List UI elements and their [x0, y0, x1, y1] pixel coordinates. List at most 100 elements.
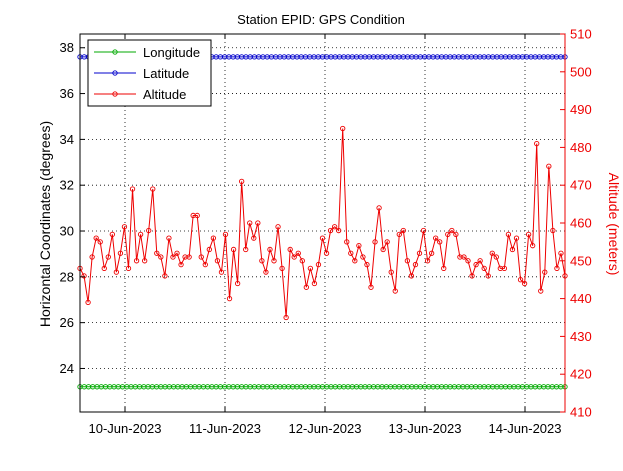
data-point-altitude	[388, 269, 394, 275]
data-point-altitude	[469, 273, 475, 279]
data-point-altitude	[267, 246, 273, 253]
data-point-altitude	[129, 186, 136, 192]
legend-marker-altitude	[112, 91, 118, 97]
data-point-altitude	[344, 239, 350, 245]
y-left-tick-label: 26	[60, 315, 74, 330]
data-point-altitude	[105, 254, 111, 260]
data-point-altitude	[226, 295, 233, 302]
data-point-altitude	[311, 280, 318, 287]
data-point-altitude	[283, 314, 289, 321]
data-point-altitude	[404, 258, 411, 264]
legend: Longitude Latitude Altitude	[87, 39, 212, 107]
data-point-altitude	[364, 261, 370, 268]
data-point-altitude	[538, 288, 544, 294]
data-point-altitude	[437, 239, 443, 245]
data-point-altitude	[178, 261, 184, 268]
data-point-altitude	[420, 227, 427, 234]
data-point-altitude	[243, 246, 249, 253]
y-right-tick-label: 430	[570, 329, 592, 344]
data-point-altitude	[186, 254, 192, 260]
data-point-altitude	[117, 250, 124, 256]
data-point-altitude	[101, 265, 107, 272]
data-point-altitude	[481, 265, 487, 272]
data-point-altitude	[465, 258, 471, 264]
data-point-altitude	[247, 220, 253, 226]
data-point-altitude	[513, 235, 520, 241]
y-left-tick-label: 24	[60, 361, 74, 376]
data-point-altitude	[121, 224, 128, 230]
data-point-altitude	[517, 277, 524, 283]
y-right-tick-label: 460	[570, 216, 592, 231]
data-point-altitude	[461, 254, 467, 260]
y-right-tick-label: 450	[570, 253, 592, 268]
data-point-altitude	[295, 250, 301, 256]
data-point-altitude	[162, 273, 168, 279]
y-left-tick-label: 30	[60, 224, 74, 239]
data-point-altitude	[89, 254, 95, 260]
legend-entries	[94, 49, 136, 97]
y-right-tick-label: 440	[570, 291, 592, 306]
data-point-altitude	[133, 258, 140, 264]
data-point-altitude	[275, 224, 281, 230]
y-axis-left-label: Horizontal Coordinates (degrees)	[37, 121, 53, 327]
data-point-altitude	[81, 273, 87, 279]
chart-title: Station EPID: GPS Condition	[237, 12, 405, 27]
data-point-altitude	[109, 231, 115, 237]
data-point-altitude	[542, 269, 548, 275]
data-point-altitude	[150, 186, 156, 192]
data-point-altitude	[230, 246, 237, 253]
data-point-altitude	[251, 235, 257, 241]
data-point-altitude	[194, 212, 200, 219]
data-point-altitude	[521, 280, 528, 287]
data-point-altitude	[380, 246, 386, 253]
data-point-altitude	[408, 273, 415, 279]
y-left-tick-label: 38	[60, 40, 74, 55]
y-right-tick-label: 470	[570, 178, 592, 193]
data-point-altitude	[473, 261, 479, 268]
y-left-tick-label: 34	[60, 132, 74, 147]
data-point-altitude	[554, 265, 560, 272]
data-point-altitude	[441, 265, 447, 272]
data-point-altitude	[348, 250, 354, 256]
data-point-altitude	[550, 227, 556, 234]
data-point-altitude	[93, 235, 99, 241]
data-point-altitude	[485, 273, 491, 279]
data-point-altitude	[327, 227, 334, 234]
data-point-altitude	[505, 231, 512, 237]
data-point-altitude	[202, 261, 208, 268]
legend-label-longitude: Longitude	[143, 45, 200, 60]
axis-layer: 10-Jun-2023 11-Jun-2023 12-Jun-2023 13-Jun-…	[60, 27, 592, 437]
data-point-altitude	[372, 239, 378, 245]
legend-label-latitude: Latitude	[143, 66, 189, 81]
y-right-tick-label: 510	[570, 27, 592, 42]
data-point-altitude	[206, 246, 212, 253]
data-point-altitude	[392, 288, 398, 294]
data-point-altitude	[299, 258, 305, 264]
data-point-altitude	[525, 231, 532, 237]
data-point-altitude	[356, 243, 362, 249]
data-point-altitude	[493, 254, 499, 260]
data-point-altitude	[279, 265, 285, 272]
data-point-altitude	[412, 261, 419, 268]
data-point-altitude	[287, 246, 293, 253]
data-point-altitude	[424, 258, 431, 264]
data-point-altitude	[259, 258, 265, 264]
grid-layer	[80, 34, 565, 412]
data-point-altitude	[336, 227, 342, 234]
data-point-altitude	[255, 220, 261, 226]
data-point-altitude	[352, 258, 358, 264]
data-point-altitude	[449, 227, 455, 234]
data-point-altitude	[546, 163, 552, 169]
data-point-altitude	[154, 250, 160, 256]
x-tick-label: 11-Jun-2023	[189, 421, 261, 436]
y-right-tick-label: 420	[570, 367, 592, 382]
data-point-altitude	[303, 284, 309, 290]
legend-label-altitude: Altitude	[143, 87, 186, 102]
data-point-altitude	[307, 265, 314, 272]
data-point-altitude	[263, 269, 269, 275]
x-tick-label: 13-Jun-2023	[389, 421, 462, 436]
data-point-altitude	[113, 269, 120, 275]
data-point-altitude	[558, 250, 564, 256]
y-right-tick-label: 480	[570, 140, 592, 155]
